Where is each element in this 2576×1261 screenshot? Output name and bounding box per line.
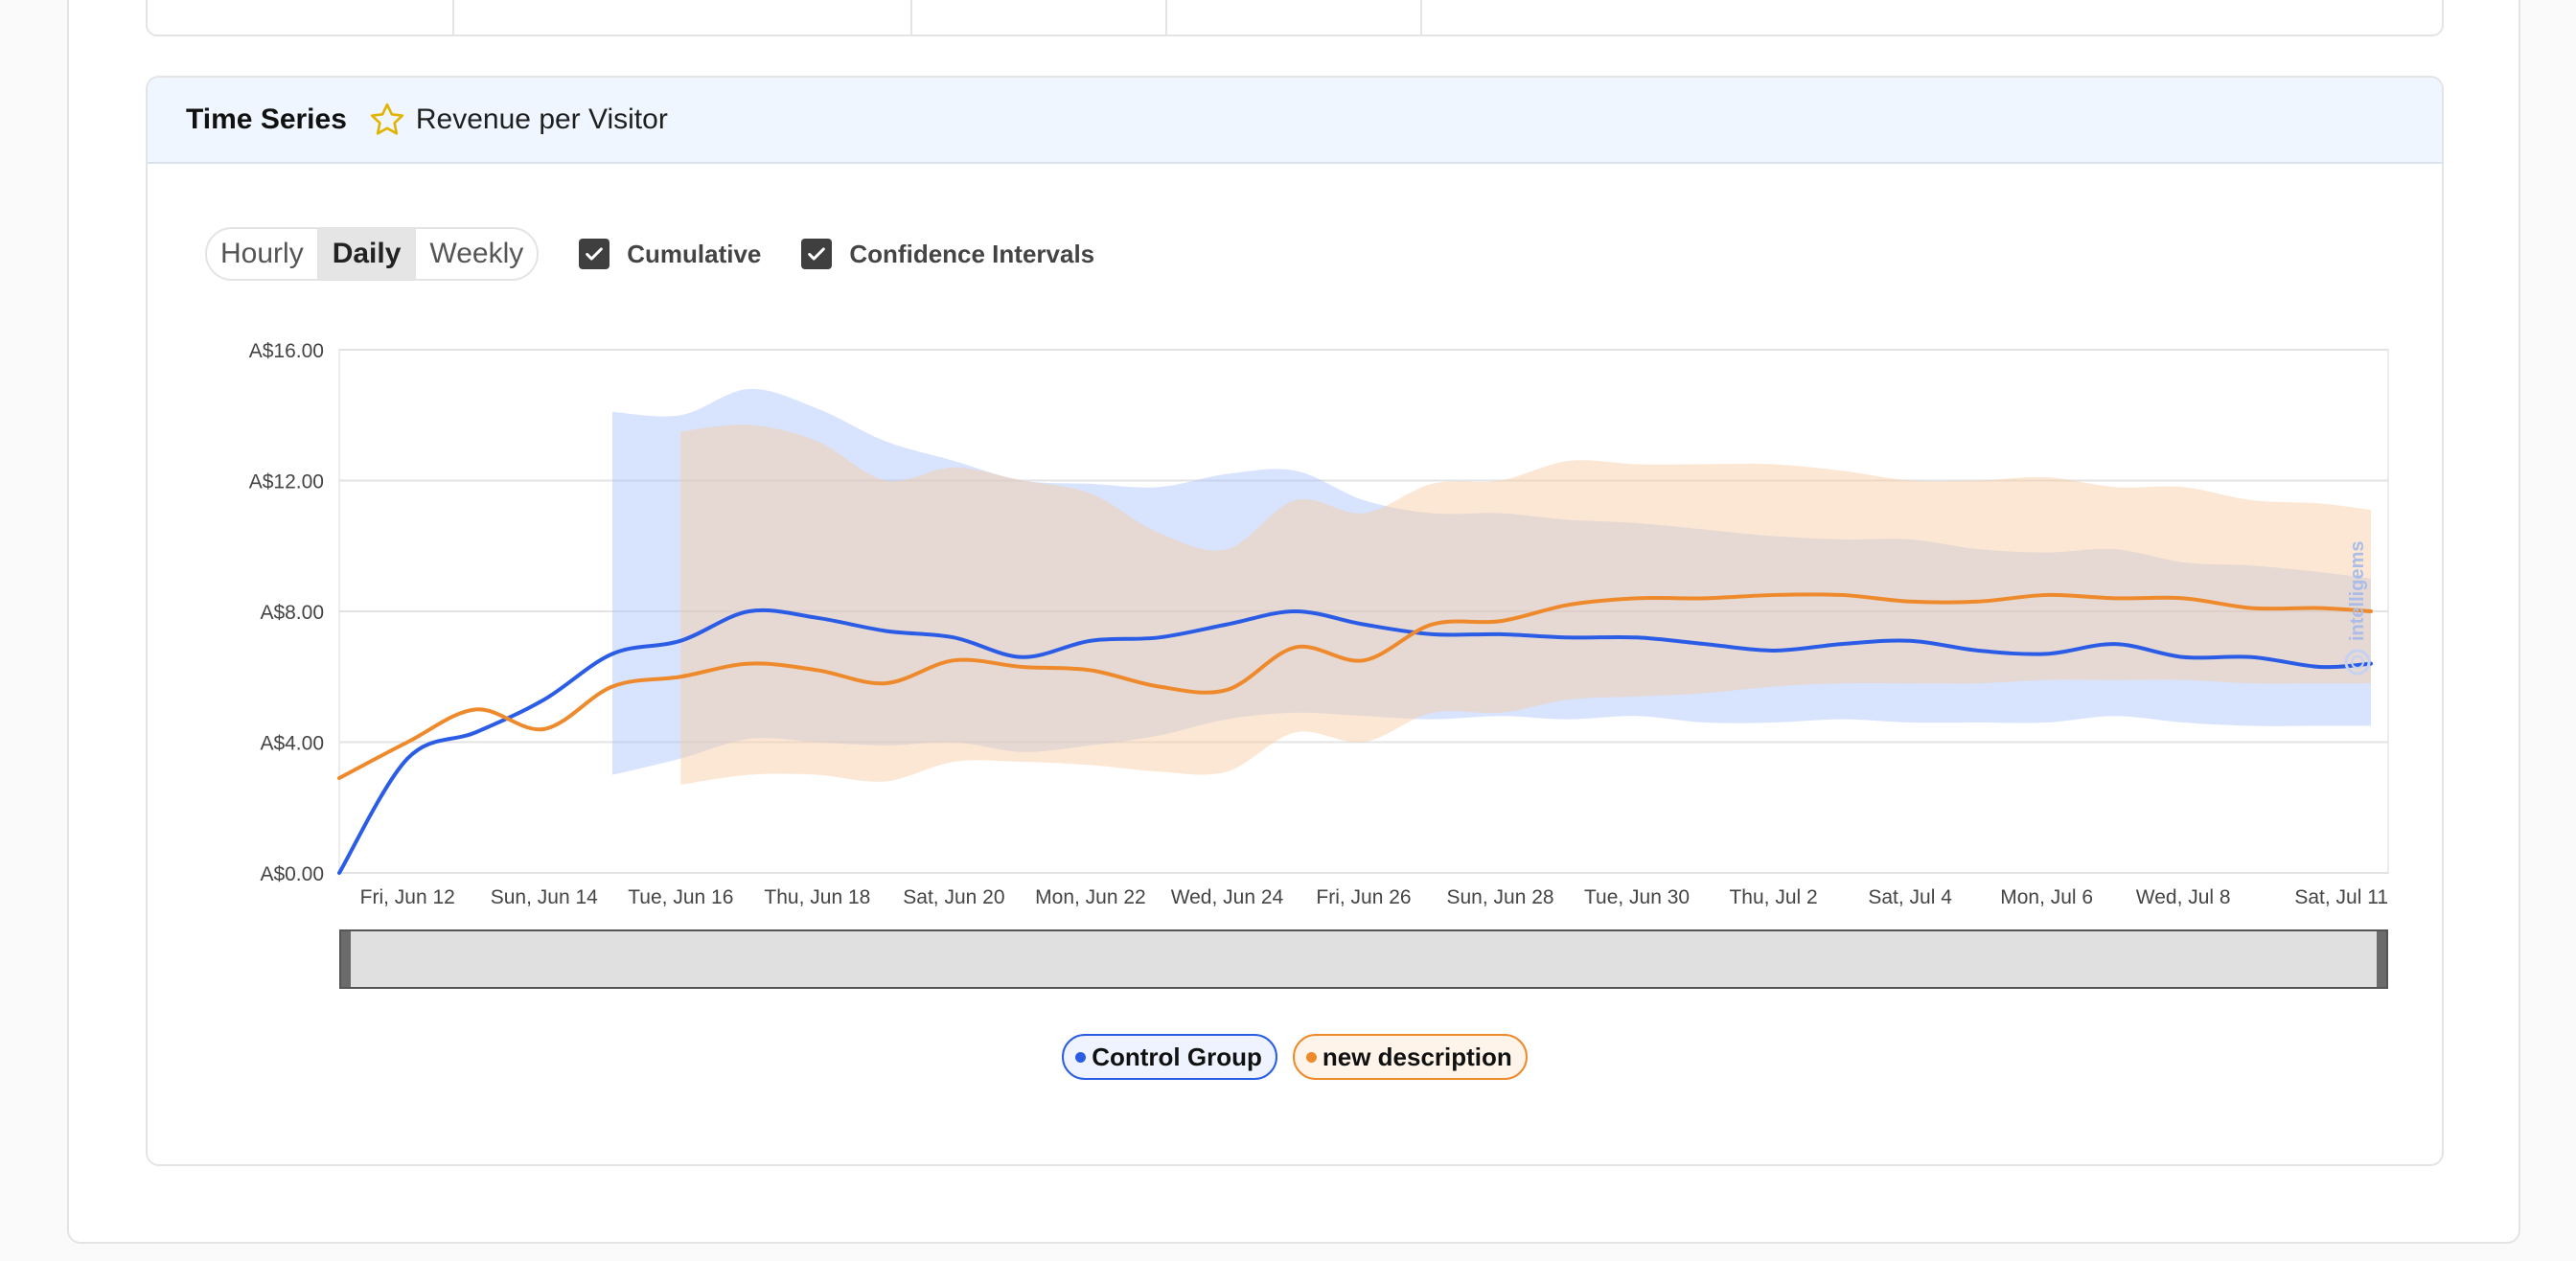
daily-button[interactable]: Daily [318,229,417,279]
legend-label: new description [1322,1042,1512,1071]
panel-header: Time Series Revenue per Visitor [148,78,2442,164]
metric-name: Revenue per Visitor [415,103,668,135]
table-divider [910,0,912,34]
weekly-button[interactable]: Weekly [429,238,524,269]
x-tick-label: Fri, Jun 12 [360,886,455,908]
cumulative-checkbox[interactable]: Cumulative [579,239,761,269]
x-tick-label: Sun, Jun 28 [1446,886,1553,908]
x-tick-label: Mon, Jul 6 [2000,886,2093,908]
chart-legend: Control Group new description [148,1034,2442,1080]
legend-label: Control Group [1092,1042,1262,1071]
x-tick-label: Fri, Jun 26 [1316,886,1411,908]
confidence-intervals-checkbox[interactable]: Confidence Intervals [801,239,1094,269]
x-tick-label: Thu, Jul 2 [1729,886,1817,908]
svg-text:intelligems: intelligems [2347,541,2368,641]
checkmark-icon [801,239,833,269]
previous-table-bottom [146,0,2444,36]
x-tick-label: Sat, Jul 4 [1868,886,1952,908]
control-group-confidence-band [612,388,2371,775]
navigator-left-handle[interactable] [341,931,351,987]
table-divider [452,0,454,34]
x-tick-label: Wed, Jun 24 [1171,886,1284,908]
panel-title: Time Series [186,103,347,135]
confidence-intervals-label: Confidence Intervals [849,239,1095,268]
x-tick-label: Tue, Jun 16 [628,886,733,908]
y-tick-label: A$12.00 [249,471,324,493]
x-tick-label: Sat, Jul 11 [2294,886,2388,908]
time-series-chart: A$16.00 A$12.00 A$8.00 A$4.00 A$0.00 Fri, Jun… [249,340,2389,908]
intelligems-watermark: intelligems [2338,516,2377,689]
control-group-line [337,608,2373,875]
table-divider [1420,0,1422,34]
x-tick-label: Wed, Jul 8 [2136,886,2231,908]
legend-dot [1305,1051,1317,1063]
y-tick-label: A$16.00 [249,340,324,362]
chart-controls: Hourly Daily Weekly Cumulative Confidenc… [205,227,1094,281]
x-tick-label: Thu, Jun 18 [764,886,870,908]
time-series-panel: Time Series Revenue per Visitor Hourly D… [146,76,2444,1166]
checkmark-icon [579,239,610,269]
range-navigator[interactable] [339,929,2388,989]
granularity-selector: Hourly Daily Weekly [205,227,540,281]
star-icon[interactable] [368,101,406,139]
legend-dot [1075,1051,1087,1063]
x-tick-label: Mon, Jun 22 [1035,886,1146,908]
legend-item-control-group[interactable]: Control Group [1062,1034,1277,1080]
x-tick-label: Sun, Jun 14 [491,886,598,908]
x-tick-label: Tue, Jun 30 [1584,886,1690,908]
x-tick-label: Sat, Jun 20 [903,886,1004,908]
legend-item-new-description[interactable]: new description [1292,1034,1528,1080]
y-tick-label: A$4.00 [260,733,324,755]
y-tick-label: A$8.00 [260,602,324,624]
y-tick-label: A$0.00 [260,863,324,885]
table-divider [1165,0,1167,34]
cumulative-label: Cumulative [627,239,762,268]
hourly-button[interactable]: Hourly [207,229,319,279]
navigator-right-handle[interactable] [2377,931,2386,987]
new-description-confidence-band [680,424,2372,785]
new-description-line [337,592,2373,781]
